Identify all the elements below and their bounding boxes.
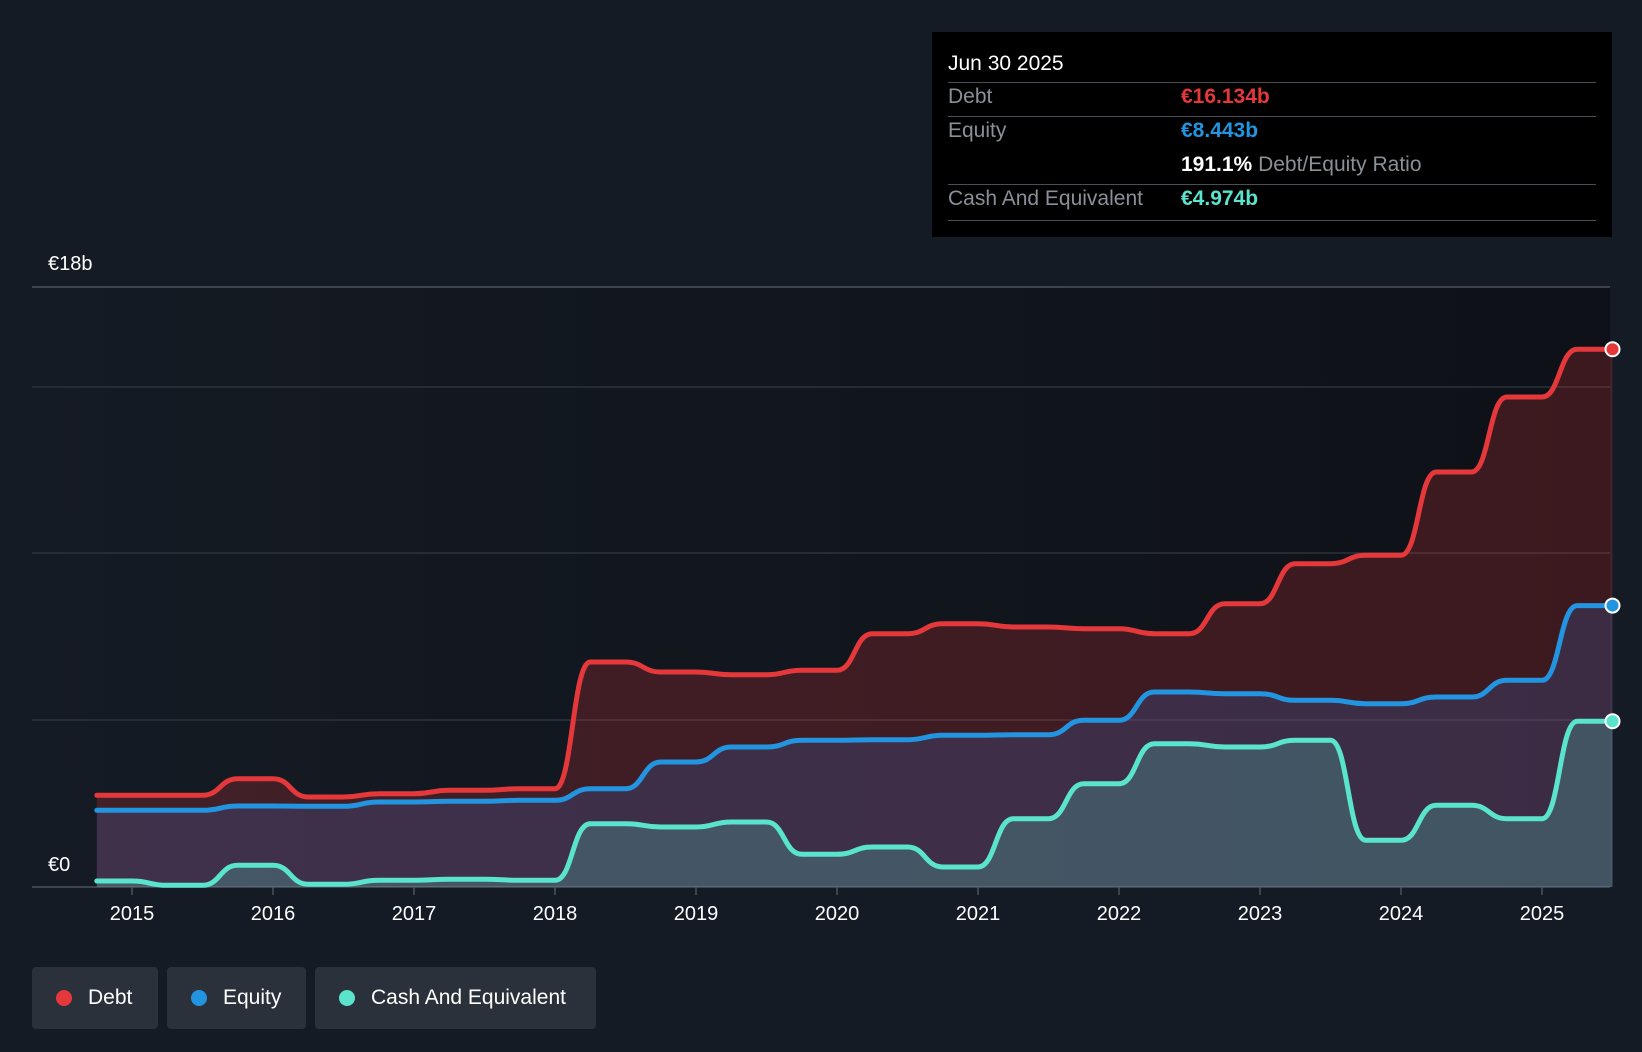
y-tick-label-max: €18b <box>48 253 93 275</box>
cash-series-area <box>96 721 1613 887</box>
legend-item-cash[interactable]: Cash And Equivalent <box>315 967 596 1029</box>
x-tick-label: 2022 <box>1097 903 1142 925</box>
tooltip-ratio: 191.1% Debt/Equity Ratio <box>1181 153 1422 177</box>
debt-end-marker[interactable] <box>1604 341 1621 358</box>
x-tick-label: 2021 <box>956 903 1001 925</box>
legend-debt-label: Debt <box>88 986 133 1009</box>
tooltip-date: Jun 30 2025 <box>948 52 1064 75</box>
x-tick-label: 2015 <box>110 903 155 925</box>
tooltip-divider <box>948 184 1596 185</box>
tooltip-ratio-value: 191.1% <box>1181 153 1253 176</box>
tooltip-debt-label: Debt <box>948 85 993 108</box>
tooltip-equity-label: Equity <box>948 119 1007 142</box>
tooltip-equity-value: €8.443b <box>1181 119 1259 142</box>
cash-series-line <box>94 718 1615 888</box>
x-tick-label: 2016 <box>251 903 296 925</box>
x-tick-label: 2024 <box>1379 903 1424 925</box>
tooltip-cash-label: Cash And Equivalent <box>948 187 1143 210</box>
cash-end-marker[interactable] <box>1604 713 1621 730</box>
equity-series-line <box>94 603 1615 813</box>
debt-dot-icon <box>56 990 72 1006</box>
equity-dot-icon <box>191 990 207 1006</box>
tooltip-cash-value: €4.974b <box>1181 187 1259 210</box>
legend-item-equity[interactable]: Equity <box>167 967 306 1029</box>
debt-series-area <box>96 349 1613 887</box>
legend-item-debt[interactable]: Debt <box>32 967 158 1029</box>
legend: Debt Equity Cash And Equivalent <box>32 967 596 1029</box>
x-tick-label: 2018 <box>533 903 578 925</box>
legend-cash-label: Cash And Equivalent <box>371 986 566 1009</box>
x-tick-label: 2025 <box>1520 903 1565 925</box>
y-tick-label-min: €0 <box>48 854 70 876</box>
tooltip-divider <box>948 116 1596 117</box>
tooltip-panel: Jun 30 2025 Debt €16.134b Equity €8.443b… <box>932 32 1612 237</box>
x-tick-label: 2020 <box>815 903 860 925</box>
equity-end-marker[interactable] <box>1604 597 1621 614</box>
x-tick-label: 2023 <box>1238 903 1283 925</box>
cash-dot-icon <box>339 990 355 1006</box>
legend-equity-label: Equity <box>223 986 282 1009</box>
tooltip-divider <box>948 82 1596 83</box>
x-tick-label: 2019 <box>674 903 719 925</box>
x-tick-label: 2017 <box>392 903 437 925</box>
tooltip-ratio-label: Debt/Equity Ratio <box>1258 153 1422 176</box>
tooltip-divider <box>948 220 1596 221</box>
debt-series-line <box>94 346 1615 800</box>
tooltip-debt-value: €16.134b <box>1181 85 1270 108</box>
equity-series-area <box>96 605 1613 887</box>
